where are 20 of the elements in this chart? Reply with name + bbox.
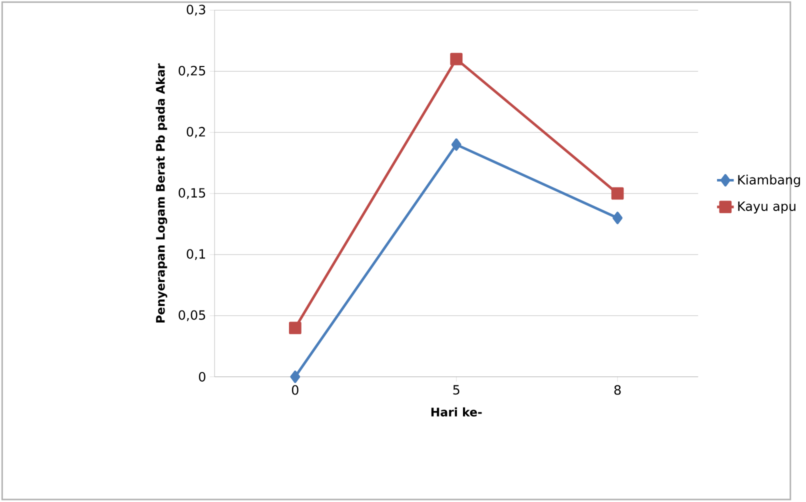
point	[450, 53, 463, 66]
y-tick-label: 0,05	[178, 310, 206, 322]
point	[288, 322, 302, 334]
y-tick-label: 0,25	[178, 66, 206, 77]
y-axis-title: Penyerapan Logam Berat Pb pada Akar	[156, 64, 168, 323]
y-tick-label: 0,1	[186, 249, 206, 260]
y-tick-label: 0	[198, 372, 206, 382]
legend-label: Kayu apu	[738, 202, 796, 214]
x-tick-label: 8	[614, 385, 621, 395]
point	[612, 212, 622, 224]
legend-label: Kiambang	[738, 174, 800, 188]
y-tick-label: 0,3	[186, 4, 206, 16]
y-tick-label: 0,2	[186, 127, 205, 138]
point	[290, 370, 300, 384]
x-tick-label: 0	[292, 385, 298, 395]
point	[451, 138, 462, 151]
x-tick-label: 5	[453, 385, 460, 395]
y-tick-label: 0,15	[178, 188, 206, 200]
point	[611, 187, 624, 200]
x-axis-title: Hari ke-	[431, 408, 482, 417]
